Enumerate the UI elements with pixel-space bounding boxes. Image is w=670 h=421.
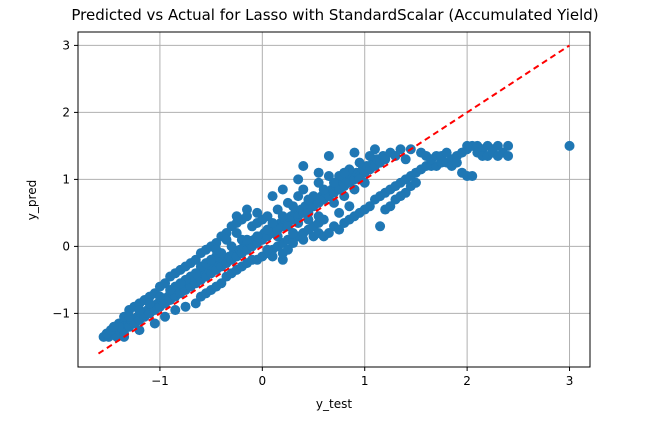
- data-point: [400, 154, 411, 165]
- data-point: [298, 161, 309, 171]
- data-point: [339, 167, 350, 178]
- data-point: [267, 217, 278, 228]
- data-point: [252, 207, 263, 218]
- data-point: [277, 211, 288, 222]
- data-point: [288, 228, 299, 238]
- reference-line: [97, 44, 571, 355]
- data-points: [98, 140, 575, 342]
- data-point: [206, 254, 217, 265]
- x-tick-label: 3: [566, 374, 574, 388]
- data-point: [298, 234, 309, 245]
- x-axis-ticks: −1 0 1 2 3: [151, 367, 573, 388]
- data-point: [124, 311, 135, 322]
- data-point: [149, 318, 160, 329]
- data-point: [298, 184, 309, 195]
- data-point: [303, 194, 314, 205]
- data-point: [375, 221, 386, 232]
- data-point: [344, 201, 355, 212]
- chart-title: Predicted vs Actual for Lasso with Stand…: [71, 6, 598, 24]
- data-point: [467, 171, 478, 182]
- plot-frame: [77, 31, 591, 368]
- data-point: [160, 311, 171, 322]
- data-point: [282, 197, 293, 208]
- data-point: [313, 211, 324, 222]
- data-point: [492, 150, 503, 161]
- y-axis-ticks: −1 0 1 2 3: [52, 38, 78, 320]
- data-point: [354, 157, 365, 168]
- data-point: [503, 140, 514, 151]
- data-point: [349, 147, 360, 158]
- data-point: [267, 191, 278, 202]
- data-point: [303, 214, 314, 225]
- data-point: [190, 268, 201, 279]
- data-point: [395, 191, 406, 202]
- y-axis-label: y_pred: [25, 180, 39, 220]
- data-point: [165, 284, 176, 295]
- data-point: [221, 234, 232, 245]
- x-axis-label: y_test: [316, 397, 352, 411]
- data-point: [503, 150, 514, 161]
- x-tick-label: 2: [463, 374, 471, 388]
- data-point: [211, 244, 222, 255]
- data-point: [175, 278, 186, 289]
- y-tick-label: 1: [62, 172, 70, 186]
- y-tick-label: 3: [62, 38, 70, 52]
- data-point: [108, 321, 119, 332]
- data-point: [313, 177, 324, 188]
- data-point: [329, 197, 339, 208]
- data-point: [282, 244, 293, 255]
- y-tick-label: 2: [62, 105, 70, 119]
- x-tick-label: 0: [258, 374, 266, 388]
- data-point: [170, 305, 181, 316]
- data-point: [441, 147, 452, 158]
- reference-line-segment: [97, 44, 571, 355]
- data-point: [277, 184, 288, 195]
- data-point: [293, 217, 304, 228]
- data-point: [364, 150, 375, 161]
- data-point: [323, 171, 334, 182]
- data-point: [134, 305, 145, 316]
- data-point: [380, 204, 391, 215]
- data-point: [395, 144, 406, 155]
- data-point: [462, 140, 473, 151]
- data-point: [334, 207, 345, 218]
- data-point: [231, 211, 242, 222]
- data-point: [410, 177, 421, 188]
- data-point: [262, 244, 273, 255]
- data-point: [451, 157, 462, 168]
- data-point: [252, 231, 263, 242]
- data-point: [154, 291, 165, 302]
- data-point: [241, 204, 252, 215]
- data-point: [323, 150, 334, 161]
- data-point: [293, 174, 304, 185]
- x-tick-label: 1: [361, 374, 369, 388]
- y-tick-label: 0: [62, 239, 70, 253]
- data-point: [231, 228, 242, 238]
- data-point: [313, 167, 324, 178]
- data-point: [134, 325, 145, 336]
- data-point: [564, 140, 575, 151]
- y-tick-label: −1: [52, 306, 70, 320]
- x-tick-label: −1: [151, 374, 169, 388]
- data-point: [241, 234, 252, 245]
- data-point: [180, 301, 191, 312]
- data-point: [144, 298, 155, 309]
